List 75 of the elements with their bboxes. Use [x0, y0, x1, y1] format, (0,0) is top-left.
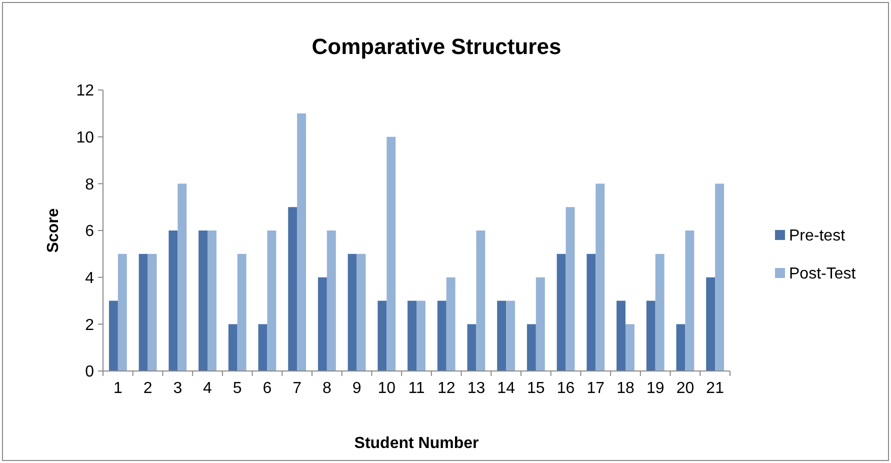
x-axis-title: Student Number [354, 435, 479, 452]
y-tick-label: 12 [76, 82, 94, 100]
bar [596, 184, 605, 371]
y-axis-title: Score [45, 208, 62, 253]
bar [348, 254, 357, 371]
bar [536, 277, 545, 371]
bar [497, 300, 506, 371]
legend-label: Post-Test [789, 266, 856, 283]
bar [476, 230, 486, 371]
bar [168, 230, 178, 371]
bar [416, 300, 426, 371]
bar [297, 113, 306, 371]
bar [616, 300, 626, 371]
y-tick-label: 6 [85, 223, 94, 240]
bar [467, 324, 476, 371]
bar [566, 207, 575, 371]
legend-label: Pre-test [789, 228, 846, 245]
bar [715, 184, 724, 371]
bar [356, 254, 366, 371]
bar [626, 324, 634, 371]
bar [676, 324, 686, 371]
bar [228, 324, 238, 371]
x-tick-label: 8 [322, 380, 332, 397]
bar [267, 230, 276, 371]
bar [506, 300, 516, 371]
bar [148, 254, 157, 371]
bar [655, 254, 664, 371]
bar [138, 254, 148, 371]
bar [198, 230, 208, 371]
x-tick-label: 2 [143, 380, 152, 397]
bar [526, 324, 536, 371]
bar [237, 254, 246, 371]
bar [378, 300, 387, 371]
bar [318, 277, 327, 371]
bar [118, 254, 127, 371]
bar [408, 300, 416, 371]
x-tick-label: 9 [352, 380, 362, 397]
bar [706, 277, 716, 371]
x-tick-label: 12 [437, 380, 456, 397]
y-tick-label: 4 [85, 270, 94, 287]
x-tick-label: 4 [203, 380, 212, 397]
y-tick-label: 0 [85, 364, 94, 381]
x-tick-label: 13 [467, 380, 486, 397]
x-tick-label: 18 [616, 380, 634, 397]
x-tick-label: 14 [497, 380, 516, 397]
bar [288, 207, 298, 371]
x-tick-label: 21 [706, 380, 724, 397]
x-tick-label: 17 [586, 380, 605, 397]
y-tick-label: 10 [76, 129, 94, 146]
x-tick-label: 6 [262, 380, 272, 397]
bar [386, 136, 396, 371]
bar [258, 324, 268, 371]
x-tick-label: 19 [646, 380, 664, 397]
bar [326, 230, 336, 371]
x-tick-label: 3 [173, 380, 182, 397]
bar [646, 300, 656, 371]
x-tick-label: 16 [556, 380, 575, 397]
bar [108, 300, 118, 371]
bar [556, 254, 566, 371]
x-tick-label: 11 [408, 380, 425, 397]
chart-title: Comparative Structures [312, 34, 562, 59]
x-tick-label: 1 [113, 380, 122, 397]
x-tick-label: 10 [378, 380, 396, 397]
y-tick-label: 8 [85, 176, 94, 194]
bar [437, 300, 446, 371]
bar [208, 230, 216, 371]
y-tick-label: 2 [85, 316, 94, 334]
bar [586, 254, 596, 371]
x-tick-label: 15 [527, 380, 545, 397]
x-tick-label: 7 [292, 380, 302, 397]
bar [446, 277, 456, 371]
bar [178, 184, 187, 371]
bar [685, 230, 694, 371]
x-tick-label: 5 [232, 380, 242, 397]
x-tick-label: 20 [676, 380, 694, 397]
